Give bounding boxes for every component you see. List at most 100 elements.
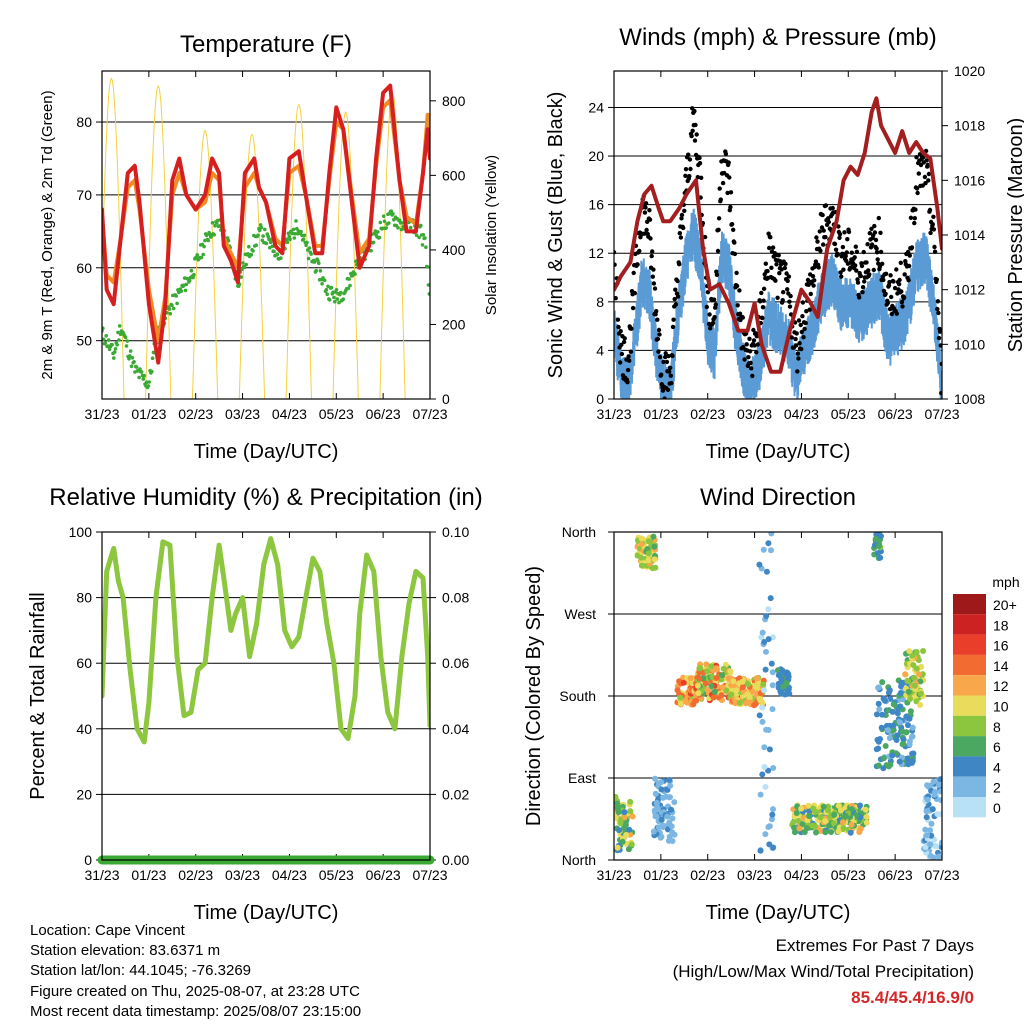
wind-gust-point: [871, 267, 876, 273]
y2-axis-label: Solar Insolation (Yellow): [483, 155, 500, 315]
wind-gust-point: [777, 271, 782, 276]
wind-direction-point: [930, 854, 937, 860]
dewpoint-point: [142, 373, 146, 378]
dewpoint-point: [268, 240, 273, 244]
wind-direction-point: [769, 669, 776, 676]
y-tick-label: 60: [76, 655, 92, 671]
wind-direction-point: [886, 735, 893, 742]
dewpoint-point: [291, 227, 296, 232]
wind-gust-point: [760, 315, 765, 321]
wind-direction-point: [893, 737, 900, 743]
chart-title: Winds (mph) & Pressure (mb): [619, 24, 936, 51]
wind-gust-point: [885, 300, 890, 306]
wind-gust-point: [720, 180, 726, 186]
x-tick-label: 04/23: [272, 867, 307, 883]
y-tick-label: 70: [76, 187, 92, 203]
dewpoint-point: [106, 338, 111, 342]
wind-direction-point: [923, 814, 930, 821]
wind-gust-point: [740, 315, 745, 320]
wind-gust-point: [692, 138, 698, 143]
wind-gust-point: [713, 302, 718, 307]
y-axis-label: Percent & Total Rainfall: [27, 592, 49, 800]
station-info: Location: Cape Vincent Station elevation…: [30, 921, 361, 1022]
wind-gust-point: [675, 294, 681, 299]
wind-gust-point: [693, 122, 698, 128]
dewpoint-point: [419, 223, 423, 228]
wind-gust-point: [678, 235, 684, 240]
y-tick-label: 60: [76, 260, 92, 276]
wind-gust-point: [711, 297, 717, 302]
wind-gust-point: [626, 354, 631, 359]
dewpoint-point: [417, 235, 421, 240]
wind-gust-point: [628, 349, 634, 354]
wind-direction-point: [848, 806, 855, 813]
wind-gust-point: [795, 369, 800, 374]
wind-gust-point: [907, 253, 912, 258]
dewpoint-point: [320, 282, 324, 286]
wind-gust-point: [728, 190, 734, 195]
wind-gust-point: [935, 299, 941, 304]
wind-gust-point: [758, 299, 763, 304]
wind-direction-point: [704, 668, 711, 675]
wind-gust-point: [811, 283, 816, 288]
wind-gust-point: [673, 287, 678, 292]
wind-gust-point: [794, 331, 799, 336]
chart-title: Relative Humidity (%) & Precipitation (i…: [49, 484, 482, 511]
wind-gust-point: [843, 253, 848, 259]
wind-gust-point: [860, 290, 865, 295]
y2-tick-label: 400: [442, 242, 466, 258]
wind-gust-point: [642, 231, 647, 236]
wind-gust-point: [737, 288, 742, 293]
wind-direction-point: [652, 775, 659, 782]
wind-direction-point: [889, 752, 896, 759]
wind-gust-point: [860, 285, 866, 290]
x-tick-label: 05/23: [831, 406, 866, 422]
wind-direction-point: [913, 698, 920, 705]
wind-direction-point: [835, 802, 842, 809]
wind-gust-point: [614, 262, 617, 267]
wind-gust-point: [663, 354, 668, 360]
wind-gust-point: [887, 306, 893, 312]
wind-gust-point: [650, 249, 655, 254]
wind-gust-point: [714, 272, 720, 277]
wind-gust-point: [673, 302, 679, 307]
wind-gust-point: [618, 360, 623, 365]
dewpoint-point: [112, 350, 117, 354]
wind-direction-point: [882, 697, 888, 704]
x-tick-label: 31/23: [596, 867, 631, 883]
wind-direction-point: [928, 820, 935, 827]
dewpoint-point: [318, 269, 323, 273]
dewpoint-point: [266, 234, 271, 239]
dewpoint-point: [387, 221, 391, 225]
y-tick-label: North: [562, 524, 596, 540]
wind-direction-point: [761, 687, 767, 694]
wind-gust-point: [878, 230, 883, 235]
wind-direction-point: [903, 713, 910, 720]
wind-gust-point: [912, 220, 917, 226]
x-axis-label: Time (Day/UTC): [194, 902, 339, 924]
wind-direction-point: [622, 821, 629, 828]
wind-direction-point: [653, 813, 660, 820]
wind-gust-point: [643, 201, 649, 206]
wind-gust-point: [654, 309, 659, 314]
wind-gust-point: [855, 280, 861, 285]
y2-tick-label: 800: [442, 93, 466, 109]
y-tick-label: 24: [588, 99, 604, 115]
wind-gust-point: [629, 326, 634, 331]
wind-direction-point: [761, 764, 768, 770]
dewpoint-point: [179, 289, 184, 293]
wind-direction-point: [739, 678, 746, 685]
wind-gust-point: [734, 270, 739, 276]
wind-direction-point: [922, 826, 929, 833]
wind-gust-point: [643, 205, 648, 210]
dewpoint-point: [204, 233, 209, 237]
wind-direction-point: [775, 680, 782, 687]
wind-gust-point: [697, 161, 703, 166]
dewpoint-point: [294, 219, 298, 223]
dewpoint-point: [389, 209, 394, 213]
wind-gust-point: [801, 335, 806, 340]
dewpoint-point: [147, 380, 151, 384]
wind-gust-point: [775, 295, 780, 300]
wind-gust-point: [690, 128, 695, 133]
wind-gust-point: [837, 232, 843, 237]
